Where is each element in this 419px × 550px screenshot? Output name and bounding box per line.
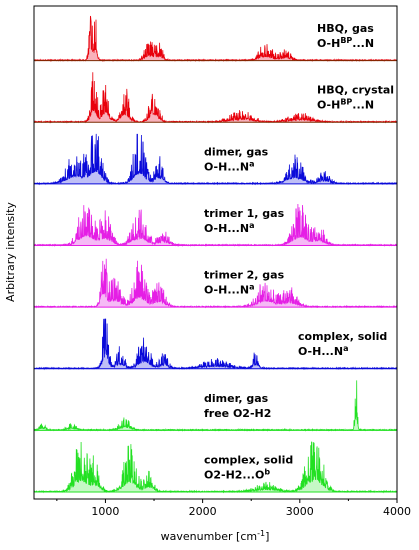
panel-label-line1: complex, solid	[298, 330, 387, 343]
x-axis-ticks: 1000 2000 3000 4000	[56, 499, 411, 518]
x-tick-label: 3000	[286, 505, 314, 518]
panel-label-line2: O-H...Na	[204, 282, 254, 297]
spectrum-fill	[34, 133, 397, 184]
panel-label-line2: O-HBP...N	[317, 97, 374, 112]
y-axis-label: Arbitrary intensity	[4, 202, 17, 302]
panel-label-line2: O2-H2...Ob	[204, 467, 270, 482]
spectrum-fill	[34, 258, 397, 308]
panel-label-line1: complex, solid	[204, 453, 293, 466]
spectrum-line	[33, 441, 398, 494]
panel-label-line2: O-H...Na	[298, 344, 348, 359]
panel-label-line2: free O2-H2	[204, 407, 271, 420]
panel-label-line1: dimer, gas	[204, 145, 269, 158]
spectrum-panel: dimer, gas free O2-H2	[33, 380, 398, 432]
spectrum-fill	[34, 380, 397, 431]
x-tick-label: 2000	[189, 505, 217, 518]
panel-label-line1: trimer 1, gas	[204, 207, 285, 220]
x-axis-label: wavenumber [cm-1]	[161, 529, 270, 544]
spectrum-line	[33, 380, 398, 432]
panel-label-line1: HBQ, crystal	[317, 84, 394, 97]
panel-label-line1: HBQ, gas	[317, 22, 374, 35]
panel-label-line2: O-H...Na	[204, 159, 254, 174]
x-tick-label: 1000	[91, 505, 119, 518]
x-tick-label: 4000	[383, 505, 411, 518]
panel-label-line2: O-H...Na	[204, 220, 254, 235]
plot-frame	[33, 5, 398, 500]
panel-label-line1: trimer 2, gas	[204, 269, 285, 282]
spectrum-line	[33, 15, 398, 63]
panel-label-line1: dimer, gas	[204, 392, 269, 405]
panel-label-line2: O-HBP...N	[317, 36, 374, 51]
spectrum-line	[33, 133, 398, 186]
